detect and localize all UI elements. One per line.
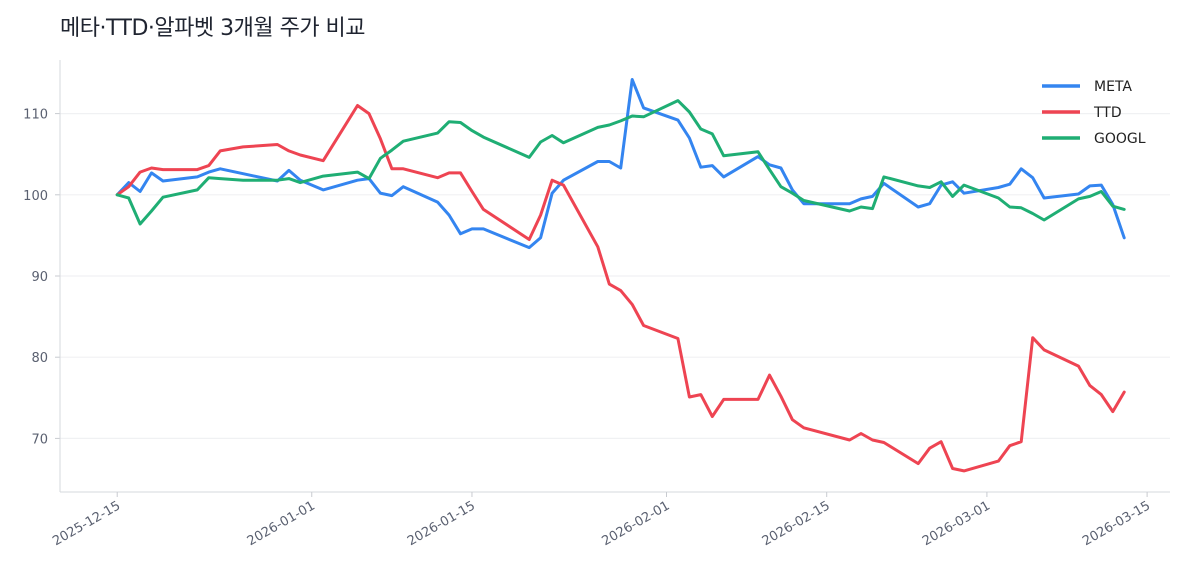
y-tick-label: 70	[31, 432, 48, 447]
x-tick-label: 2026-02-01	[600, 498, 673, 549]
series-line-ttd	[115, 104, 1126, 473]
legend: META TTD GOOGL	[1042, 79, 1146, 147]
x-tick-label: 2025-12-15	[50, 498, 123, 549]
legend-label-ttd: TTD	[1093, 105, 1122, 121]
legend-label-googl: GOOGL	[1094, 131, 1146, 147]
x-tick-label: 2026-01-01	[245, 498, 318, 549]
legend-label-meta: META	[1094, 79, 1132, 95]
x-tick-label: 2026-03-01	[920, 498, 993, 549]
y-tick-label: 100	[23, 189, 48, 204]
x-tick-label: 2026-02-15	[760, 498, 833, 549]
series-line-googl	[115, 99, 1126, 226]
x-tick-label: 2026-01-15	[405, 498, 478, 549]
y-tick-label: 90	[31, 270, 48, 285]
y-tick-label: 110	[23, 108, 48, 123]
y-tick-label: 80	[31, 351, 48, 366]
chart-title: 메타·TTD·알파벳 3개월 주가 비교	[60, 16, 366, 41]
x-tick-label: 2026-03-15	[1080, 498, 1153, 549]
series-line-meta	[115, 78, 1126, 250]
